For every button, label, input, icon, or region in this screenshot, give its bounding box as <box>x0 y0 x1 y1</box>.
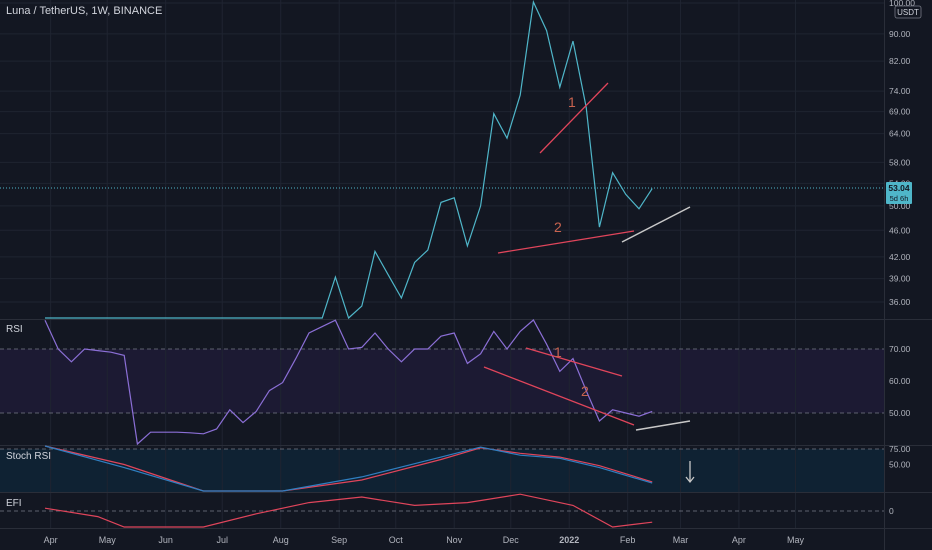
last-price-badge <box>886 182 912 204</box>
time-tick-label: Sep <box>331 535 347 545</box>
price-pane[interactable] <box>0 0 884 319</box>
currency-badge[interactable] <box>894 5 922 19</box>
price-tick-label: 69.00 <box>889 107 911 117</box>
rsi-tick-label: 60.00 <box>889 376 911 386</box>
price-tick-label: 74.00 <box>889 86 911 96</box>
time-tick-label: 2022 <box>559 535 579 545</box>
countdown-value: 5d 6h <box>890 194 909 203</box>
rsi-series[interactable] <box>44 319 653 446</box>
price-axis[interactable]: 100.0090.0082.0074.0069.0064.0058.0054.0… <box>889 0 915 307</box>
stoch-arrow-head <box>685 476 695 484</box>
annotation-1-price: 1 <box>568 94 576 110</box>
last-price-value: 53.04 <box>888 183 910 193</box>
time-tick-label: Jun <box>158 535 173 545</box>
indicator-axes[interactable]: 70.00 60.00 50.00 75.00 50.00 0 <box>889 344 911 516</box>
currency-badge-label: USDT <box>897 8 919 17</box>
price-tick-label: 50.00 <box>889 201 911 211</box>
stoch-k-series[interactable] <box>44 445 653 492</box>
rsi-band <box>0 349 884 413</box>
time-tick-label: Oct <box>389 535 404 545</box>
chart-title: Luna / TetherUS, 1W, BINANCE <box>6 5 162 17</box>
trendline-1-rsi[interactable] <box>525 347 623 377</box>
price-tick-label: 100.00 <box>889 0 915 8</box>
trendline-1-price[interactable] <box>539 82 609 154</box>
time-tick-label: Dec <box>503 535 520 545</box>
support-trendline-rsi[interactable] <box>635 420 691 431</box>
price-tick-label: 42.00 <box>889 252 911 262</box>
time-tick-label: Apr <box>44 535 58 545</box>
rsi-tick-label: 50.00 <box>889 408 911 418</box>
annotation-2-rsi: 2 <box>581 383 589 399</box>
stoch-band <box>0 449 884 492</box>
price-tick-label: 36.00 <box>889 297 911 307</box>
price-series[interactable] <box>45 0 653 320</box>
price-tick-label: 64.00 <box>889 129 911 139</box>
rsi-tick-label: 70.00 <box>889 344 911 354</box>
price-tick-label: 58.00 <box>889 157 911 167</box>
efi-tick-label: 0 <box>889 506 894 516</box>
price-tick-label: 39.00 <box>889 274 911 284</box>
trendline-2-price[interactable] <box>497 230 635 254</box>
annotation-2-price: 2 <box>554 219 562 235</box>
stoch-label: Stoch RSI <box>6 451 51 462</box>
stoch-tick-label: 75.00 <box>889 444 911 454</box>
efi-series[interactable] <box>44 493 653 528</box>
time-tick-label: May <box>787 535 805 545</box>
price-tick-label: 82.00 <box>889 56 911 66</box>
rsi-label: RSI <box>6 324 23 335</box>
price-tick-label: 90.00 <box>889 29 911 39</box>
price-tick-label: 46.00 <box>889 225 911 235</box>
support-trendline-price[interactable] <box>621 206 691 243</box>
trendline-2-rsi[interactable] <box>483 366 635 426</box>
time-tick-label: Jul <box>216 535 228 545</box>
efi-label: EFI <box>6 498 22 509</box>
time-tick-label: Mar <box>673 535 689 545</box>
time-tick-label: Nov <box>446 535 463 545</box>
time-axis[interactable]: Apr May Jun Jul Aug Sep Oct Nov Dec 2022 Feb Mar Apr… <box>44 535 805 545</box>
time-tick-label: Apr <box>732 535 746 545</box>
stoch-tick-label: 50.00 <box>889 460 911 470</box>
time-tick-label: May <box>99 535 117 545</box>
stoch-d-series[interactable] <box>44 445 653 492</box>
time-tick-label: Aug <box>273 535 289 545</box>
grid-lines <box>0 0 884 528</box>
time-tick-label: Feb <box>620 535 636 545</box>
annotation-1-rsi: 1 <box>554 344 562 360</box>
